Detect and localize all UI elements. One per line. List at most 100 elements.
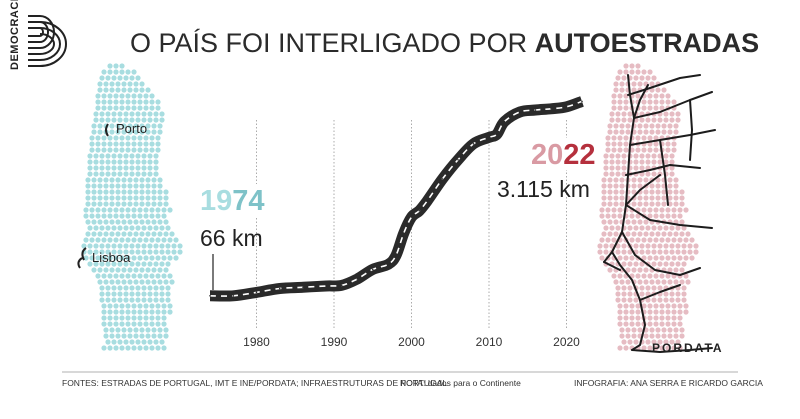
map-1974-dot bbox=[113, 315, 119, 321]
map-2022-dot bbox=[679, 333, 685, 339]
map-1974-dot bbox=[123, 297, 129, 303]
map-2022-dot bbox=[677, 321, 683, 327]
map-2022-dot bbox=[683, 309, 689, 315]
map-2022-dot bbox=[677, 255, 683, 261]
porto-label: Porto bbox=[116, 121, 147, 136]
map-2022-dot bbox=[673, 327, 679, 333]
map-1974-dot bbox=[117, 159, 123, 165]
map-1974-dot bbox=[143, 99, 149, 105]
map-1974-dot bbox=[91, 267, 97, 273]
map-1974-dot bbox=[95, 213, 101, 219]
map-1974-dot bbox=[135, 111, 141, 117]
lisboa-marker: Lisboa bbox=[77, 247, 131, 269]
map-2022-dot bbox=[637, 195, 643, 201]
map-1974-dot bbox=[143, 207, 149, 213]
map-1974-dot bbox=[143, 237, 149, 243]
map-1974-dot bbox=[141, 117, 147, 123]
map-2022-dot bbox=[671, 309, 677, 315]
map-2022-dot bbox=[631, 231, 637, 237]
map-1974-dot bbox=[95, 207, 101, 213]
map-1974-dot bbox=[117, 225, 123, 231]
map-1974-dot bbox=[137, 99, 143, 105]
map-1974-dot bbox=[155, 303, 161, 309]
map-1974-dot bbox=[155, 105, 161, 111]
map-1974-dot bbox=[103, 195, 109, 201]
map-2022-dot bbox=[637, 81, 643, 87]
map-2022-dot bbox=[655, 333, 661, 339]
map-1974-dot bbox=[101, 135, 107, 141]
map-1974-dot bbox=[113, 321, 119, 327]
map-1974-dot bbox=[109, 123, 115, 129]
map-2022-dot bbox=[617, 309, 623, 315]
map-1974-dot bbox=[109, 267, 115, 273]
map-1974-dot bbox=[119, 273, 125, 279]
map-2022-dot bbox=[675, 291, 681, 297]
x-tick-label-2010: 2010 bbox=[476, 335, 503, 349]
map-1974-dot bbox=[95, 273, 101, 279]
map-2022-dot bbox=[665, 309, 671, 315]
map-1974-dot bbox=[85, 201, 91, 207]
map-2022-dot bbox=[641, 273, 647, 279]
map-1974-dot bbox=[121, 129, 127, 135]
map-2022-dot bbox=[615, 165, 621, 171]
map-1974-dot bbox=[119, 255, 125, 261]
map-2022-dot bbox=[681, 261, 687, 267]
map-1974-dot bbox=[113, 309, 119, 315]
map-2022-dot bbox=[665, 207, 671, 213]
map-2022-dot bbox=[631, 201, 637, 207]
map-1974-dot bbox=[149, 93, 155, 99]
map-1974-dot bbox=[113, 93, 119, 99]
map-2022-dot bbox=[655, 183, 661, 189]
map-1974-dot bbox=[123, 159, 129, 165]
map-1974-dot bbox=[167, 273, 173, 279]
map-1974-dot bbox=[93, 117, 99, 123]
map-1974-dot bbox=[87, 249, 93, 255]
map-2022-dot bbox=[609, 153, 615, 159]
map-1974-dot bbox=[137, 309, 143, 315]
map-1974-dot bbox=[131, 321, 137, 327]
map-1974-dot bbox=[89, 237, 95, 243]
map-2022-dot bbox=[633, 159, 639, 165]
map-1974-dot bbox=[111, 111, 117, 117]
map-2022-dot bbox=[641, 147, 647, 153]
map-2022-dot bbox=[677, 237, 683, 243]
map-1974-dot bbox=[119, 207, 125, 213]
data-point-2018 bbox=[550, 107, 552, 110]
map-1974-dot bbox=[161, 321, 167, 327]
map-1974-dot bbox=[151, 195, 157, 201]
map-1974-dot bbox=[137, 315, 143, 321]
callout-end-year-part2: 22 bbox=[563, 139, 595, 171]
map-1974-dot bbox=[117, 261, 123, 267]
map-2022-dot bbox=[647, 273, 653, 279]
map-2022-dot bbox=[617, 147, 623, 153]
map-2022-dot bbox=[679, 267, 685, 273]
map-1974-dot bbox=[159, 243, 165, 249]
map-2022-dot bbox=[621, 111, 627, 117]
map-2022-dot bbox=[681, 297, 687, 303]
map-2022-dot bbox=[625, 123, 631, 129]
map-2022-dot bbox=[653, 315, 659, 321]
map-1974-dot bbox=[85, 219, 91, 225]
map-1974-dot bbox=[101, 141, 107, 147]
map-2022-dot bbox=[641, 255, 647, 261]
map-2022-dot bbox=[633, 243, 639, 249]
map-2022-dot bbox=[639, 261, 645, 267]
map-2022-dot bbox=[615, 111, 621, 117]
map-1974-dot bbox=[151, 177, 157, 183]
map-1974-dot bbox=[157, 189, 163, 195]
map-2022-dot bbox=[661, 279, 667, 285]
data-point-2008 bbox=[472, 143, 475, 145]
map-1974-dot bbox=[133, 327, 139, 333]
map-1974-dot bbox=[161, 237, 167, 243]
map-2022-dot bbox=[653, 141, 659, 147]
logo-text: DEMOCRACIA bbox=[9, 0, 21, 70]
map-1974-dot bbox=[165, 285, 171, 291]
map-1974-dot bbox=[159, 261, 165, 267]
map-2022-dot bbox=[659, 321, 665, 327]
map-2022-dot bbox=[661, 87, 667, 93]
map-1974-dot bbox=[113, 237, 119, 243]
map-1974-dot bbox=[157, 333, 163, 339]
map-1974-dot bbox=[101, 69, 107, 75]
map-1974-dot bbox=[125, 147, 131, 153]
map-1974-dot bbox=[107, 141, 113, 147]
